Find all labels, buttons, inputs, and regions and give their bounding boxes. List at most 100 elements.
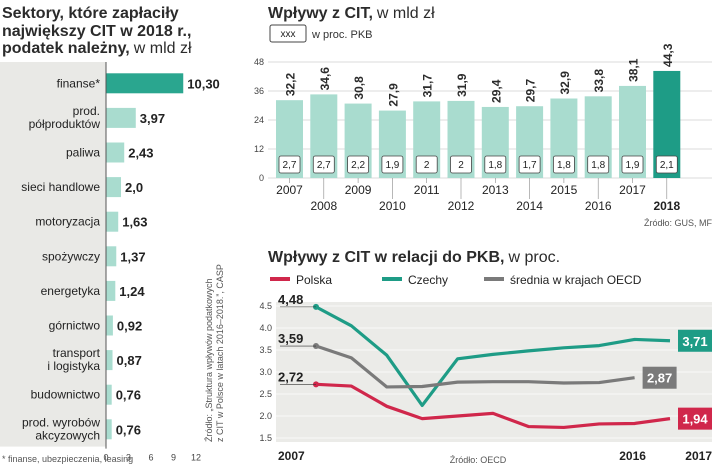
top-year-label: 2018 <box>653 199 680 213</box>
left-bar-chart: finanse* 10,30 prod. półproduktów 3,97 paliwa… <box>0 62 225 464</box>
top-year-label: 2009 <box>345 183 372 197</box>
top-year-label: 2014 <box>516 199 543 213</box>
line-x-label: 2016 <box>619 449 646 463</box>
left-category-label: prod. wyrobów akcyzowych <box>22 415 100 442</box>
left-bar <box>106 73 184 94</box>
top-pkb-box <box>347 155 370 174</box>
left-category-label: paliwa <box>66 146 100 160</box>
line-tick-label: 3.5 <box>259 345 272 355</box>
left-value-label: 0,92 <box>117 319 142 334</box>
left-value-label: 0,76 <box>116 388 141 403</box>
line-chart-title-unit: w proc. <box>507 249 560 266</box>
line-series <box>315 382 671 430</box>
left-value-label: 2,43 <box>128 146 153 161</box>
line-tick-label: 1.5 <box>259 433 272 443</box>
top-tick-label: 48 <box>254 57 264 67</box>
top-value-label: 32,9 <box>558 71 572 95</box>
legend-label: Czechy <box>408 273 448 287</box>
top-year-label: 2013 <box>482 183 509 197</box>
left-bar <box>106 142 125 163</box>
top-pkb-box <box>484 155 507 174</box>
top-value-label: 30,8 <box>352 76 366 100</box>
left-value-label: 1,24 <box>119 284 145 299</box>
top-value-label: 31,7 <box>421 74 435 98</box>
top-source: Źródło: GUS, MF <box>644 218 713 228</box>
top-tick-label: 0 <box>259 173 264 183</box>
top-chart-title: Wpływy z CIT, <box>268 5 373 22</box>
top-pkb-label: 2,7 <box>283 160 297 171</box>
top-year-label: 2008 <box>310 199 337 213</box>
top-pkb-label: 2 <box>424 160 430 171</box>
legend-pkb-box-text: xxx <box>281 29 296 40</box>
top-tick-label: 36 <box>254 86 264 96</box>
top-pkb-label: 1,9 <box>385 160 399 171</box>
left-category-label: budownictwo <box>31 388 101 402</box>
top-pkb-label: 1,8 <box>591 160 605 171</box>
left-value-label: 0,87 <box>117 353 142 368</box>
top-pkb-label: 2 <box>458 160 464 171</box>
line-start-label: 4,48 <box>278 292 303 307</box>
line-end-badge <box>642 366 677 389</box>
left-source: Źródło: „Struktura wpływów podatkowychz … <box>204 264 225 442</box>
line-chart-title: Wpływy z CIT w relacji do PKB, <box>268 249 504 266</box>
top-year-label: 2007 <box>276 183 303 197</box>
left-value-label: 1,63 <box>122 215 147 230</box>
top-value-label: 33,8 <box>592 69 606 93</box>
top-pkb-box <box>415 155 438 174</box>
top-value-label: 31,9 <box>455 73 469 97</box>
top-value-label: 34,6 <box>318 67 332 91</box>
line-tick-label: 4.0 <box>259 323 272 333</box>
legend-label: średnia w krajach OECD <box>510 273 642 287</box>
line-tick-label: 3.0 <box>259 367 272 377</box>
top-year-label: 2016 <box>585 199 612 213</box>
top-value-label: 29,4 <box>489 79 503 103</box>
top-year-label: 2010 <box>379 199 406 213</box>
line-end-label: 3,71 <box>682 334 707 349</box>
left-bar <box>106 280 116 301</box>
top-pkb-box <box>278 155 301 174</box>
line-start-label: 2,72 <box>278 369 303 384</box>
left-category-label: górnictwo <box>49 319 101 333</box>
left-category-label: energetyka <box>41 284 101 298</box>
top-year-label: 2017 <box>619 183 646 197</box>
left-value-label: 2,0 <box>125 180 143 195</box>
left-tick-label: 12 <box>191 453 201 463</box>
top-value-label: 27,9 <box>386 83 400 107</box>
left-value-label: 10,30 <box>187 76 220 91</box>
top-pkb-box <box>312 155 335 174</box>
top-year-label: 2011 <box>414 183 440 197</box>
line-end-label: 2,87 <box>647 371 672 386</box>
line-end-badge <box>678 329 712 352</box>
top-pkb-box <box>587 155 610 174</box>
top-tick-label: 24 <box>254 115 264 125</box>
left-chart-title-line2: największy CIT w 2018 r., <box>2 23 191 40</box>
top-pkb-label: 1,8 <box>488 160 502 171</box>
top-year-label: 2012 <box>448 199 475 213</box>
line-start-label: 3,59 <box>278 331 303 346</box>
top-pkb-label: 2,1 <box>660 160 674 171</box>
left-category-label: sieci handlowe <box>21 180 100 194</box>
top-value-label: 32,2 <box>284 73 298 97</box>
top-pkb-label: 2,2 <box>351 160 365 171</box>
left-category-label: transport i logistyka <box>47 346 100 373</box>
top-chart-title-unit: w mld zł <box>376 5 435 22</box>
legend-pkb-text: w proc. PKB <box>311 29 373 41</box>
left-value-label: 3,97 <box>140 111 165 126</box>
line-x-label: 2017 <box>685 449 712 463</box>
line-end-label: 1,94 <box>682 412 708 427</box>
left-category-label: motoryzacja <box>35 215 100 229</box>
top-value-label: 29,7 <box>524 79 538 103</box>
left-category-label: spożywczy <box>42 249 100 263</box>
top-pkb-box <box>553 155 575 174</box>
line-legend: Polska Czechy średnia w krajach OECD <box>270 273 642 287</box>
left-bar <box>106 384 112 405</box>
left-bar <box>106 107 136 128</box>
left-bar <box>106 315 113 336</box>
line-source: Źródło: OECD <box>450 455 507 465</box>
top-pkb-label: 1,8 <box>557 160 571 171</box>
top-pkb-label: 1,9 <box>626 160 640 171</box>
line-series <box>315 344 635 389</box>
line-chart: 1.5 2.0 2.5 3.0 3.5 4.0 4.5 2,72 1,94 4,48 3,71 3,5… <box>259 292 712 465</box>
top-pkb-box <box>655 155 678 174</box>
